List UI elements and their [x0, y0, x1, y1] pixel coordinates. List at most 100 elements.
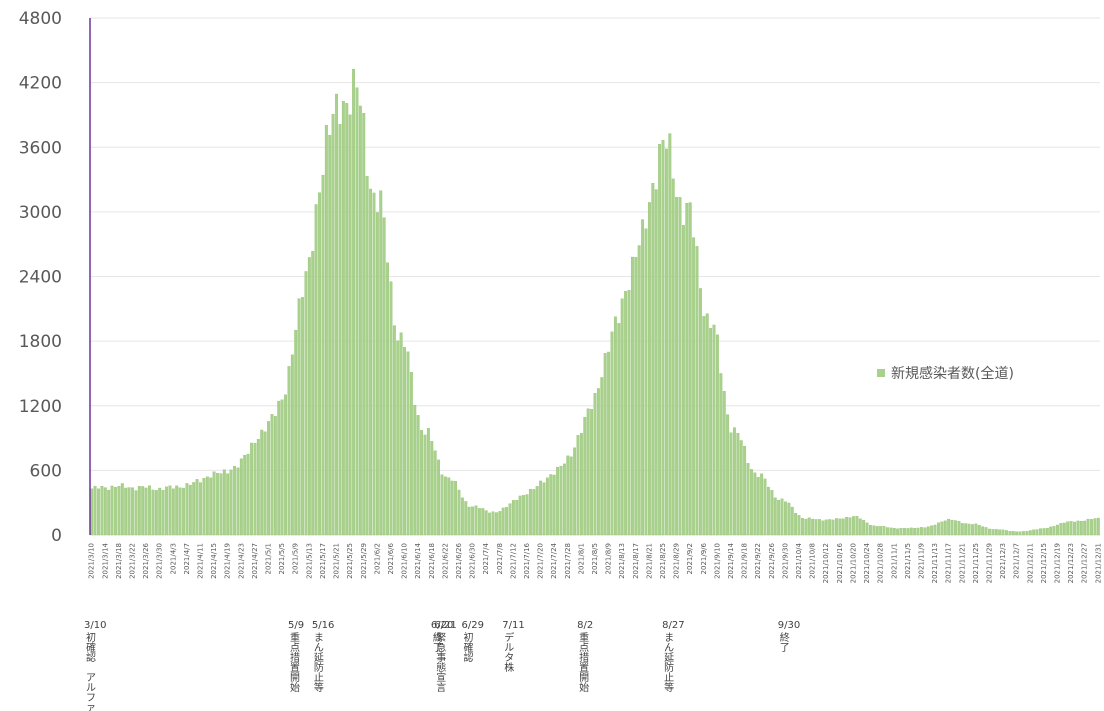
bar — [651, 183, 655, 536]
bar — [440, 474, 444, 536]
bar — [229, 469, 233, 536]
bar — [1049, 526, 1053, 536]
x-tick-label: 2021/9/30 — [781, 543, 789, 579]
bar — [1066, 521, 1070, 536]
annotation-char: ん — [664, 642, 674, 654]
bar — [535, 486, 539, 536]
annotation-char: デ — [504, 631, 514, 644]
x-tick-label: 2021/11/13 — [931, 543, 939, 583]
bar — [736, 432, 740, 536]
bar — [103, 487, 107, 536]
bar — [202, 478, 206, 536]
annotation-char: 態 — [436, 661, 446, 674]
bar — [171, 488, 175, 536]
bar — [909, 527, 913, 536]
x-tick-label: 2021/10/8 — [809, 543, 817, 579]
bar — [430, 441, 434, 536]
bar — [284, 394, 287, 536]
bar — [998, 529, 1002, 536]
annotation-char: 重 — [579, 631, 589, 644]
bar — [403, 347, 407, 536]
bar — [688, 202, 692, 536]
x-tick-label: 2021/8/13 — [618, 543, 626, 579]
x-tick-label: 2021/11/21 — [958, 543, 966, 583]
bar — [647, 202, 651, 536]
annotation-char: フ — [86, 693, 96, 704]
annotation-char: 措 — [579, 651, 589, 664]
x-tick-label: 2021/12/7 — [1013, 543, 1021, 579]
bar — [709, 327, 713, 536]
bar — [991, 529, 995, 536]
bar — [593, 393, 597, 536]
bar — [590, 409, 594, 536]
bar — [658, 144, 662, 536]
bar — [328, 135, 332, 536]
annotation-char: ま — [314, 632, 324, 644]
annotation-char: 等 — [664, 681, 674, 694]
bar — [324, 125, 328, 536]
bar — [243, 455, 247, 536]
bar — [749, 469, 753, 536]
bar — [1015, 531, 1019, 536]
bar — [865, 522, 869, 536]
bar — [807, 517, 811, 536]
bar — [981, 526, 985, 536]
legend: 新規感染者数(全道) — [877, 365, 1014, 382]
bar — [365, 176, 369, 536]
x-tick-label: 2021/6/2 — [373, 543, 381, 574]
bar — [454, 480, 458, 536]
bar — [1062, 522, 1066, 536]
bar — [508, 503, 512, 536]
bar — [964, 523, 968, 536]
bar — [464, 501, 468, 536]
bar — [131, 487, 134, 536]
bar — [124, 487, 128, 536]
bar — [766, 486, 770, 536]
y-tick-label: 2400 — [19, 268, 62, 288]
bar — [358, 105, 362, 536]
x-tick-label: 2021/9/26 — [768, 542, 776, 578]
bar — [301, 297, 304, 536]
bar — [212, 471, 216, 536]
annotation-char: ル — [86, 683, 96, 694]
x-tick-label: 2021/4/27 — [251, 543, 259, 579]
x-tick-label: 2021/7/12 — [509, 543, 517, 579]
x-tick-label: 2021/10/4 — [795, 542, 803, 578]
bar — [304, 271, 308, 536]
x-tick-label: 2021/10/24 — [863, 542, 871, 583]
bar — [637, 245, 641, 536]
x-tick-label: 2021/9/22 — [754, 543, 762, 579]
bar — [399, 332, 403, 536]
bar — [491, 511, 495, 536]
bar — [341, 101, 345, 536]
annotation-char: 事 — [436, 651, 446, 664]
bar — [175, 485, 179, 536]
bar — [311, 251, 315, 536]
bar — [804, 518, 808, 536]
bar — [178, 487, 182, 536]
bar — [739, 440, 743, 536]
bar — [352, 68, 355, 536]
bar — [1025, 531, 1029, 536]
bar — [845, 516, 849, 536]
y-tick-label: 3600 — [19, 138, 62, 158]
bar — [144, 487, 148, 536]
bar — [511, 500, 515, 536]
x-tick-label: 2021/12/19 — [1053, 543, 1061, 583]
bar — [855, 515, 859, 536]
x-tick-label: 2021/3/14 — [101, 542, 109, 578]
bar — [988, 528, 991, 536]
y-tick-label: 4200 — [19, 74, 62, 94]
x-tick-label: 2021/4/19 — [224, 543, 232, 579]
x-tick-label: 2021/8/5 — [591, 543, 599, 574]
bar — [654, 189, 658, 536]
bar — [770, 490, 774, 536]
bar — [233, 465, 236, 536]
bar — [450, 480, 454, 536]
x-tick-label: 2021/6/22 — [441, 543, 449, 579]
bar — [549, 474, 553, 536]
bar — [841, 518, 845, 536]
bar — [413, 404, 417, 536]
